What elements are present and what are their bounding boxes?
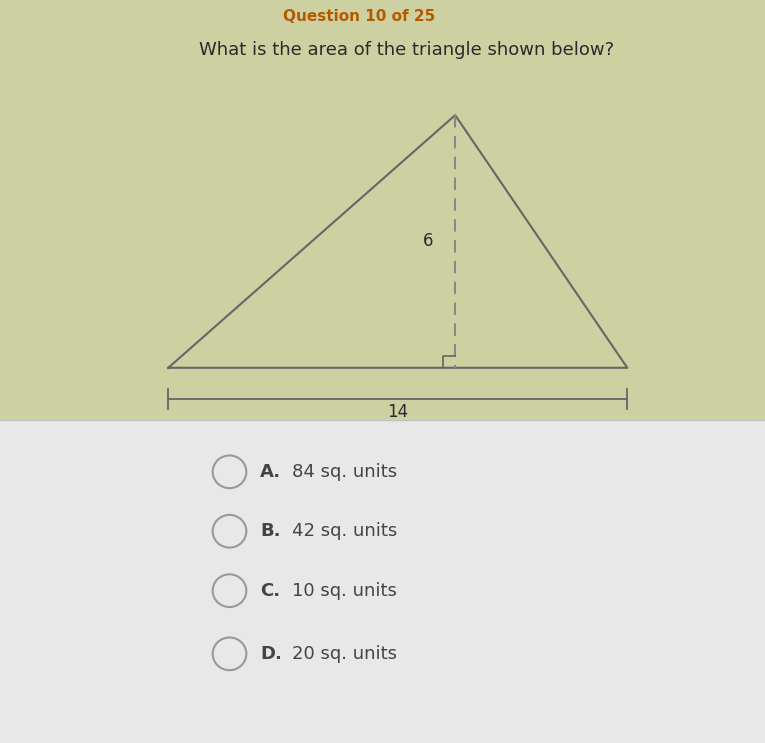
Text: B.: B. bbox=[260, 522, 281, 540]
Text: 10 sq. units: 10 sq. units bbox=[292, 582, 397, 600]
Text: 6: 6 bbox=[423, 233, 434, 250]
Text: A.: A. bbox=[260, 463, 282, 481]
Bar bbox=[0, 0, 765, 420]
Text: C.: C. bbox=[260, 582, 280, 600]
Text: Question 10 of 25: Question 10 of 25 bbox=[283, 9, 435, 24]
Text: 42 sq. units: 42 sq. units bbox=[292, 522, 398, 540]
Text: 20 sq. units: 20 sq. units bbox=[292, 645, 397, 663]
Bar bbox=[0, 420, 765, 743]
Text: D.: D. bbox=[260, 645, 282, 663]
Text: 14: 14 bbox=[387, 403, 409, 421]
Text: 84 sq. units: 84 sq. units bbox=[292, 463, 397, 481]
Text: What is the area of the triangle shown below?: What is the area of the triangle shown b… bbox=[199, 41, 614, 59]
